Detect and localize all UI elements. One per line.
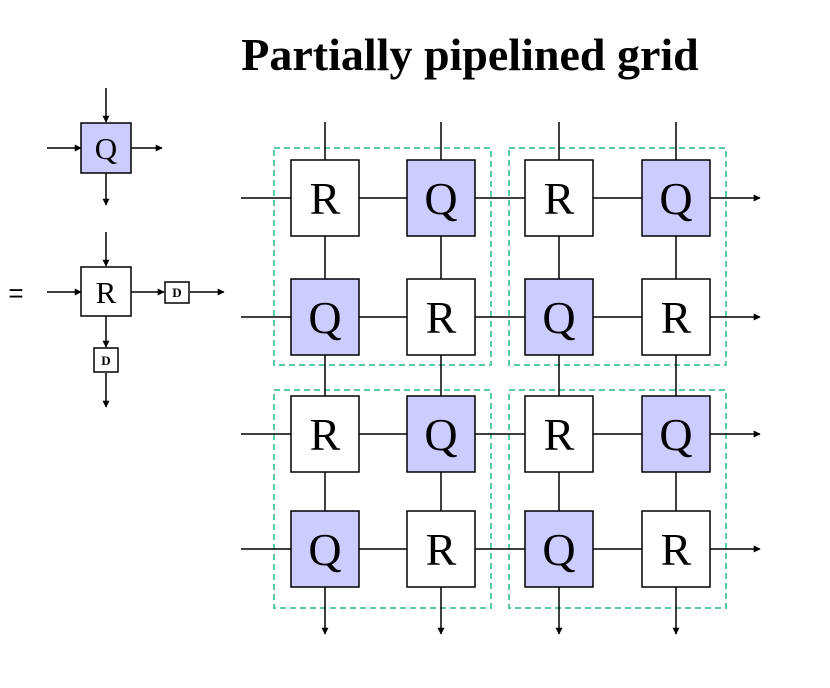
pipeline-group-top-left xyxy=(273,147,492,366)
grid-cell-0-3: Q xyxy=(641,159,711,237)
pipeline-group-boxes xyxy=(273,147,727,609)
grid-cell-label: R xyxy=(310,173,341,224)
grid-cell-box xyxy=(524,278,594,356)
grid-cell-label: R xyxy=(544,409,575,460)
grid-cell-label: Q xyxy=(659,409,692,460)
legend-q-cell-group: Q xyxy=(47,88,163,206)
grid-cell-label: R xyxy=(661,292,692,343)
legend-delay-right-label: D xyxy=(172,285,181,300)
grid-cell-box xyxy=(641,278,711,356)
grid-cell-2-3: Q xyxy=(641,395,711,473)
grid-cell-2-0: R xyxy=(290,395,360,473)
grid-cell-box xyxy=(641,395,711,473)
grid-cell-0-2: R xyxy=(524,159,594,237)
grid-cell-box xyxy=(406,395,476,473)
grid-cell-1-0: Q xyxy=(290,278,360,356)
grid-cell-3-3: R xyxy=(641,510,711,588)
legend-delay-down-label: D xyxy=(101,353,110,368)
grid-cell-label: Q xyxy=(424,409,457,460)
grid-cell-label: Q xyxy=(542,292,575,343)
grid-cell-label: R xyxy=(310,409,341,460)
grid-cells: R Q R Q Q R Q R R Q R Q Q R Q R xyxy=(290,159,711,588)
grid-cell-label: Q xyxy=(308,292,341,343)
grid-cell-box xyxy=(290,278,360,356)
grid-cell-3-1: R xyxy=(406,510,476,588)
pipeline-group-bottom-right xyxy=(508,389,727,609)
grid-cell-3-2: Q xyxy=(524,510,594,588)
grid-cell-box xyxy=(641,159,711,237)
grid-cell-label: R xyxy=(661,524,692,575)
grid-cell-label: R xyxy=(426,292,457,343)
legend-equals: = xyxy=(8,278,23,308)
grid-cell-box xyxy=(524,395,594,473)
pipeline-group-top-right xyxy=(508,147,727,366)
grid-cell-box xyxy=(524,159,594,237)
grid-cell-box xyxy=(406,278,476,356)
legend-delay-right xyxy=(164,281,190,304)
grid-cell-1-1: R xyxy=(406,278,476,356)
grid-cell-box xyxy=(290,395,360,473)
grid-cell-2-2: R xyxy=(524,395,594,473)
legend-r-cell xyxy=(80,266,132,317)
grid-cell-box xyxy=(290,510,360,588)
legend-q-cell xyxy=(80,122,132,174)
grid-cell-label: R xyxy=(426,524,457,575)
pipeline-group-bottom-left xyxy=(273,389,492,609)
legend-r-cell-group: R D D xyxy=(47,232,225,408)
page-title: Partially pipelined grid xyxy=(241,29,699,80)
grid-cell-1-2: Q xyxy=(524,278,594,356)
grid-cell-box xyxy=(524,510,594,588)
legend-q-label: Q xyxy=(95,131,117,166)
grid-cell-label: Q xyxy=(424,173,457,224)
grid-cell-label: R xyxy=(544,173,575,224)
grid-cell-0-1: Q xyxy=(406,159,476,237)
legend-delay-down xyxy=(93,347,119,373)
legend-r-label: R xyxy=(96,275,117,310)
grid-cell-label: Q xyxy=(308,524,341,575)
grid-cell-2-1: Q xyxy=(406,395,476,473)
grid-cell-0-0: R xyxy=(290,159,360,237)
grid-cell-box xyxy=(641,510,711,588)
grid-cell-box xyxy=(406,510,476,588)
grid-cell-label: Q xyxy=(542,524,575,575)
grid-cell-label: Q xyxy=(659,173,692,224)
grid-cell-3-0: Q xyxy=(290,510,360,588)
grid-cell-box xyxy=(290,159,360,237)
grid-cell-1-3: R xyxy=(641,278,711,356)
grid-cell-box xyxy=(406,159,476,237)
